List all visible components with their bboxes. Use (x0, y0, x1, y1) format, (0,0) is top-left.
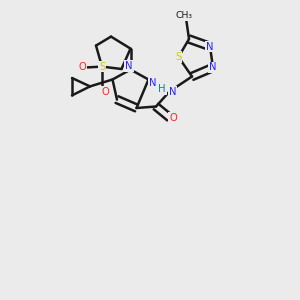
Text: N: N (125, 61, 133, 71)
Text: O: O (101, 86, 109, 97)
Text: S: S (99, 61, 105, 72)
Text: N: N (206, 41, 214, 52)
Text: CH₃: CH₃ (176, 11, 193, 20)
Text: O: O (78, 62, 86, 73)
Text: N: N (209, 62, 217, 73)
Text: O: O (169, 112, 177, 123)
Text: N: N (169, 87, 176, 97)
Text: N: N (149, 77, 157, 88)
Text: H: H (158, 84, 166, 94)
Text: S: S (176, 52, 182, 62)
